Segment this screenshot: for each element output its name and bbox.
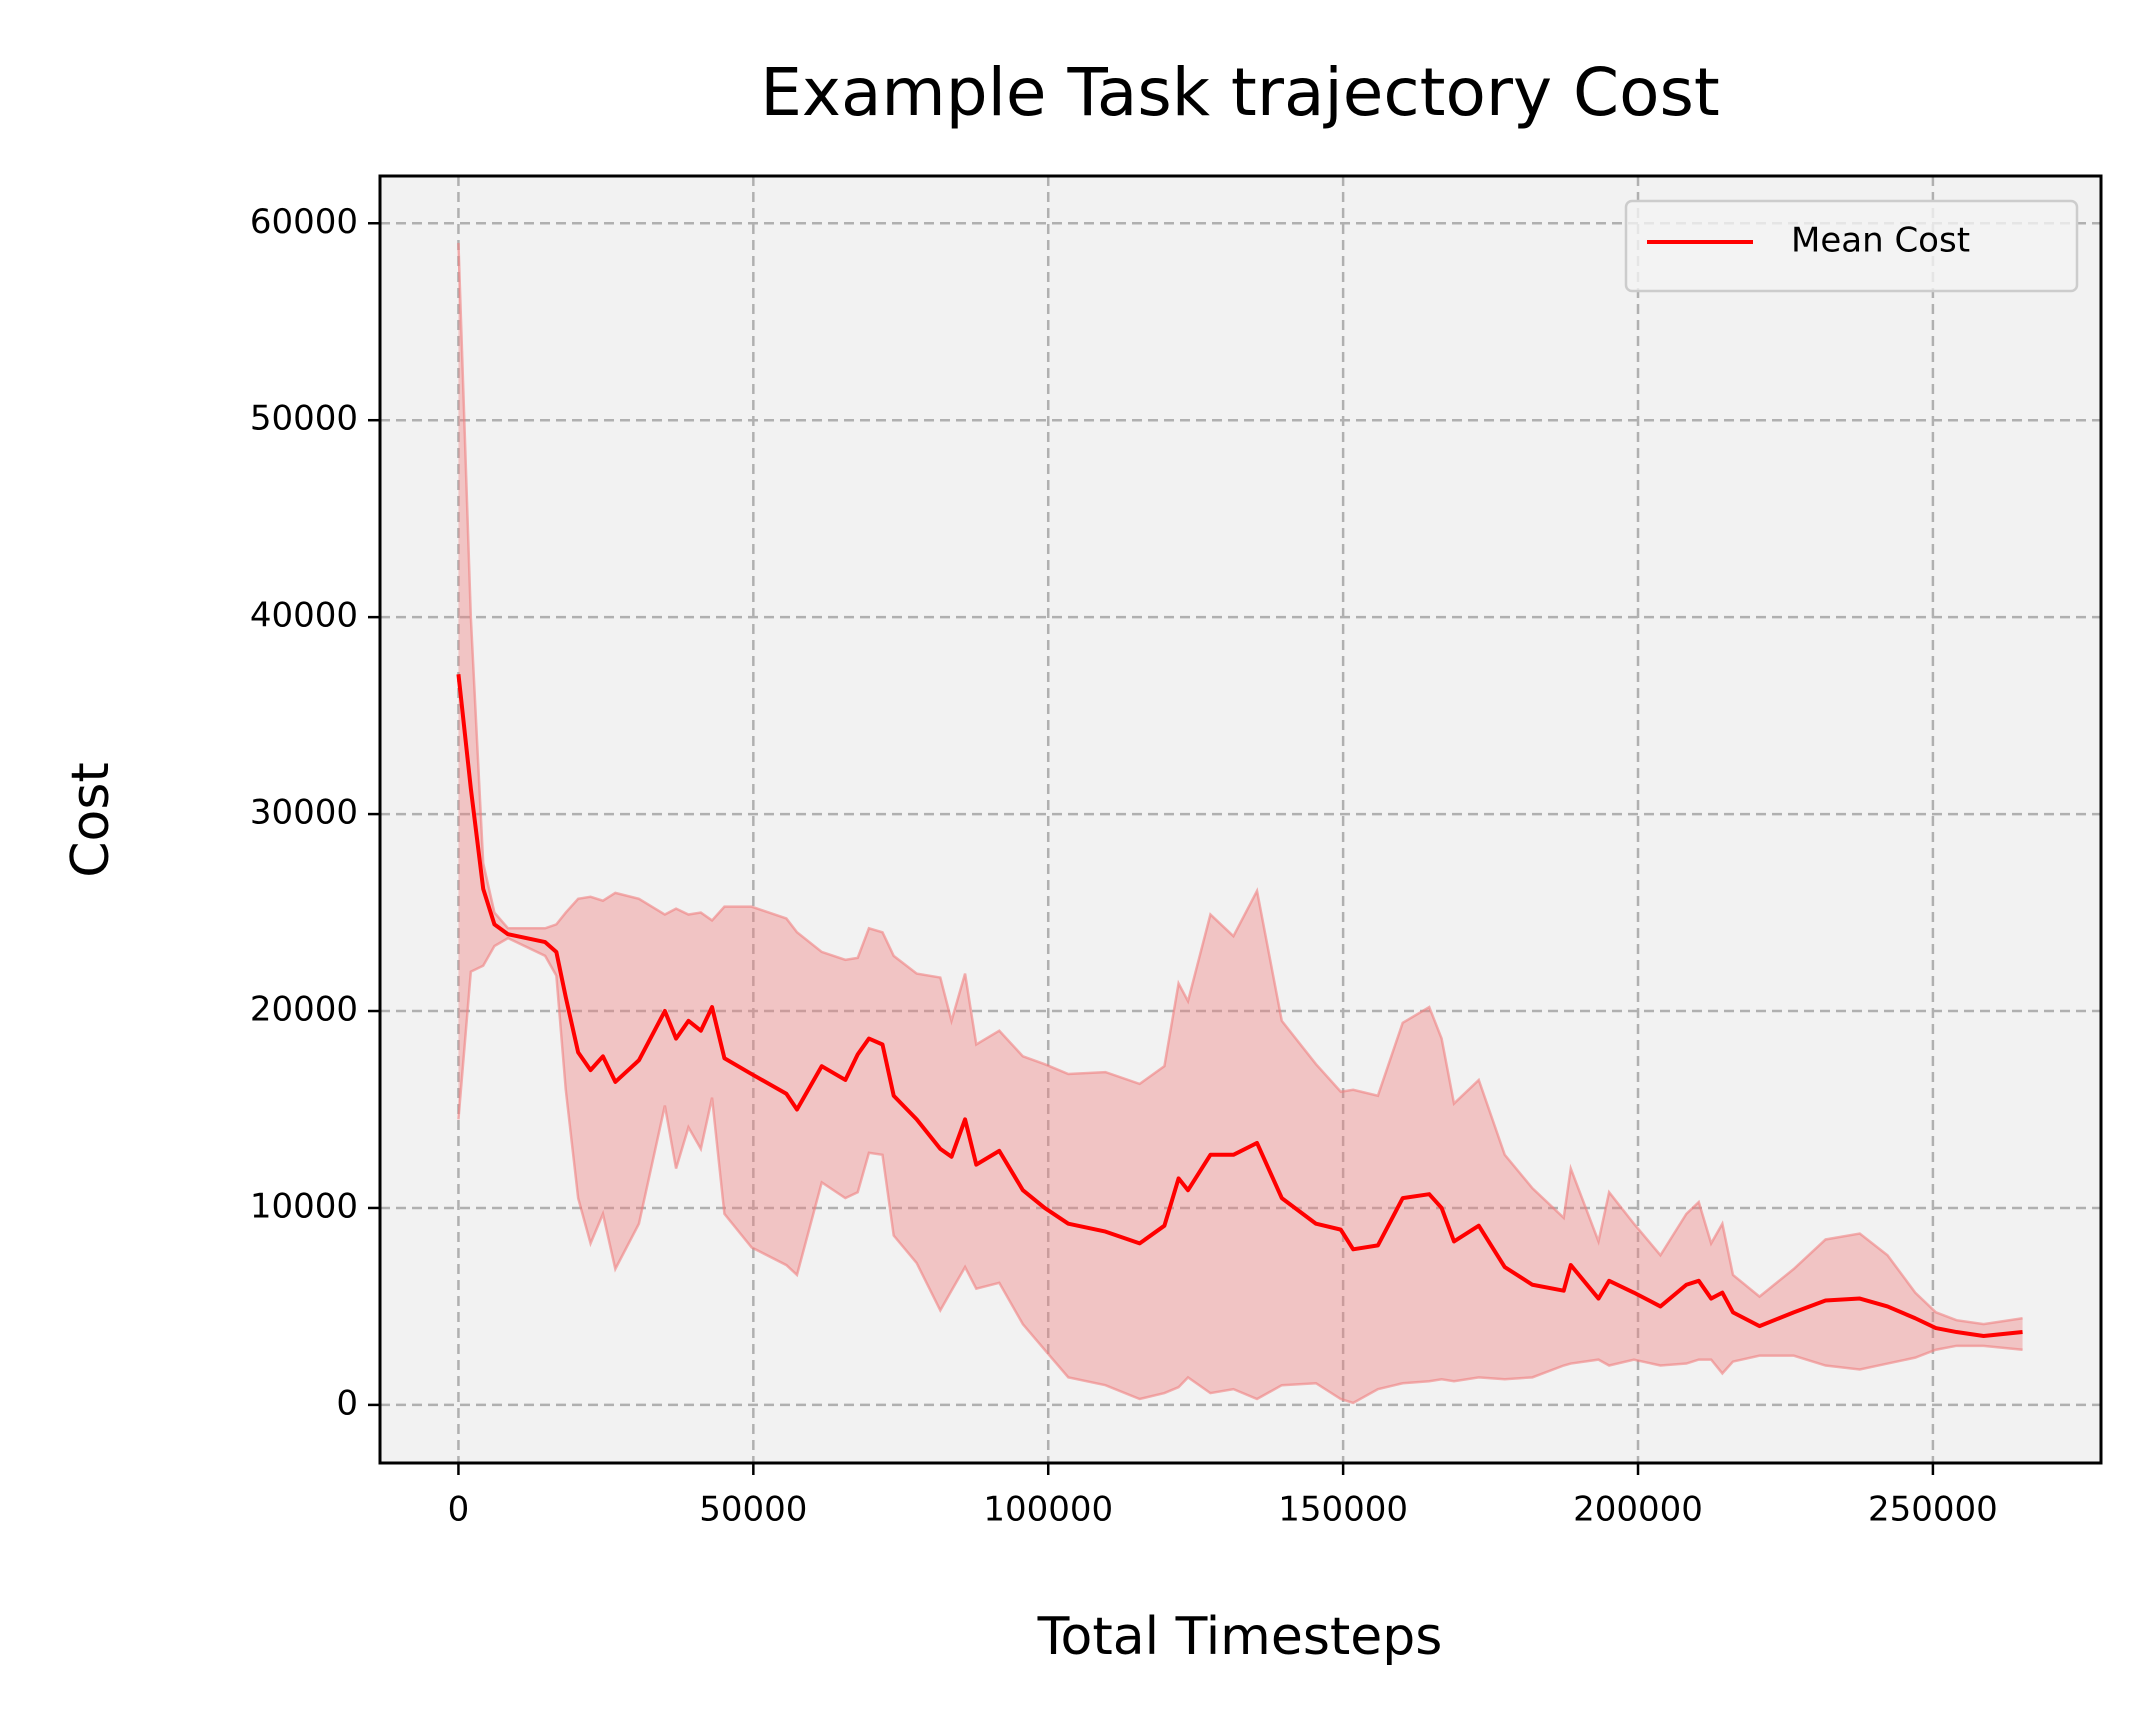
y-tick-label: 0 <box>336 1383 358 1423</box>
plot-frame <box>378 174 2103 1465</box>
x-axis-label: Total Timesteps <box>1037 1607 1443 1667</box>
x-tick-label: 50000 <box>699 1490 807 1530</box>
band-edge <box>457 242 2023 1326</box>
legend-box <box>1624 199 2079 293</box>
y-tick-label: 40000 <box>250 596 358 636</box>
band-edge <box>457 936 2023 1405</box>
y-tick-label: 60000 <box>250 202 358 242</box>
x-tick-label: 0 <box>448 1490 470 1530</box>
legend-label: Mean Cost <box>1791 221 1970 261</box>
x-tick-label: 200000 <box>1573 1490 1703 1530</box>
y-tick-label: 30000 <box>250 793 358 833</box>
x-tick-label: 250000 <box>1868 1490 1998 1530</box>
line <box>456 674 2023 1338</box>
y-tick-label: 50000 <box>250 399 358 439</box>
y-tick-label: 10000 <box>250 1186 358 1226</box>
y-tick-label: 20000 <box>250 990 358 1030</box>
y-axis-label: Cost <box>61 762 121 878</box>
plot-content <box>456 242 2023 1405</box>
chart-title: Example Task trajectory Cost <box>760 54 1720 131</box>
x-tick-label: 150000 <box>1278 1490 1408 1530</box>
x-tick-label: 100000 <box>983 1490 1113 1530</box>
band <box>458 242 2023 1403</box>
